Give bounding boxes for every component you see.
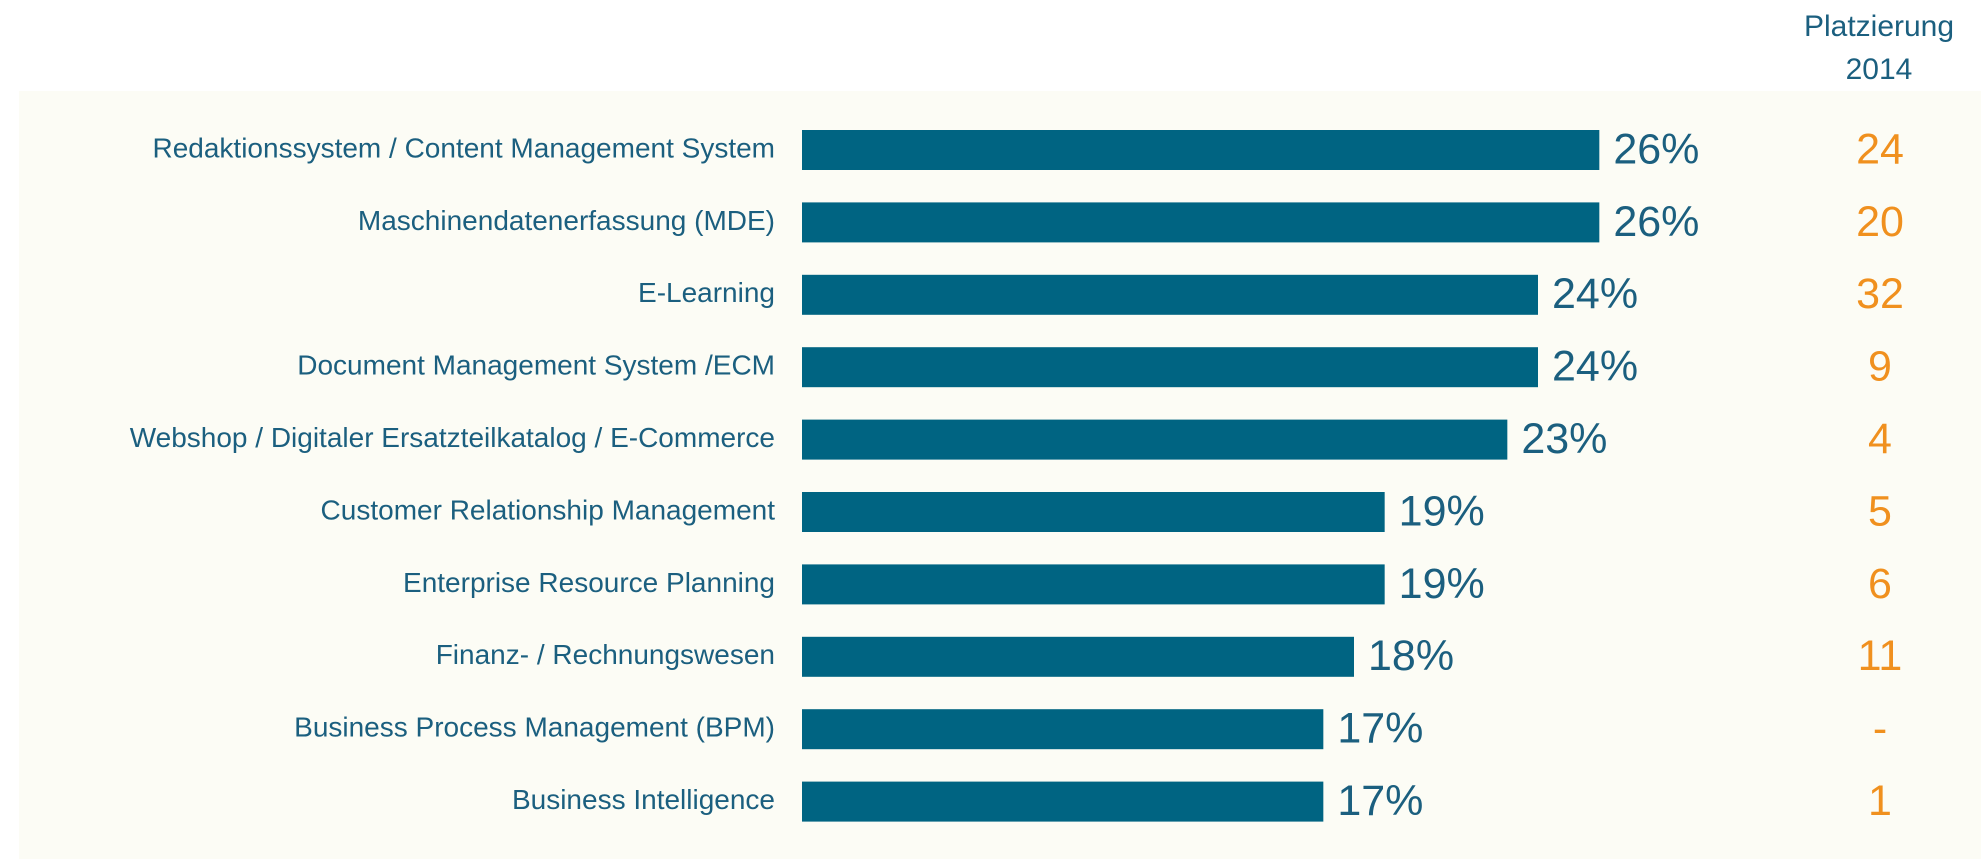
- value-label: 17%: [1337, 777, 1423, 825]
- category-label: Enterprise Resource Planning: [403, 567, 775, 598]
- value-label: 26%: [1613, 125, 1699, 173]
- category-label: E-Learning: [638, 277, 775, 308]
- bar: [802, 130, 1600, 170]
- value-label: 19%: [1399, 560, 1485, 608]
- value-label: 17%: [1337, 705, 1423, 753]
- category-label: Business Process Management (BPM): [294, 712, 775, 743]
- category-label: Redaktionssystem / Content Management Sy…: [152, 132, 775, 163]
- value-label: 26%: [1613, 198, 1699, 246]
- bar: [802, 419, 1508, 460]
- category-label: Webshop / Digitaler Ersatzteilkatalog / …: [130, 422, 775, 453]
- rank: 1: [1868, 777, 1892, 825]
- value-label: 19%: [1399, 487, 1485, 535]
- bar: [802, 564, 1385, 605]
- rank: 20: [1856, 198, 1904, 246]
- value-label: 24%: [1552, 270, 1638, 318]
- category-label: Business Intelligence: [512, 784, 775, 815]
- bar: [802, 274, 1538, 315]
- category-label: Maschinendatenerfassung (MDE): [358, 205, 775, 236]
- rank: 11: [1858, 632, 1903, 680]
- rank: 6: [1868, 560, 1892, 608]
- bar: [802, 347, 1538, 388]
- rank: 4: [1868, 415, 1892, 463]
- category-label: Customer Relationship Management: [321, 494, 776, 525]
- rank: 24: [1856, 125, 1904, 173]
- bar: [802, 781, 1324, 822]
- value-label: 23%: [1521, 415, 1607, 463]
- rank: -: [1873, 705, 1887, 753]
- bar: [802, 202, 1600, 243]
- bar: [802, 492, 1385, 532]
- category-label: Document Management System /ECM: [297, 350, 775, 381]
- rank-header: Platzierung: [1804, 10, 1954, 43]
- bar: [802, 709, 1324, 750]
- bar: [802, 636, 1354, 677]
- category-label: Finanz- / Rechnungswesen: [436, 639, 775, 670]
- rank: 9: [1868, 343, 1892, 391]
- value-label: 24%: [1552, 343, 1638, 391]
- rank: 5: [1868, 487, 1892, 535]
- rank: 32: [1856, 270, 1904, 318]
- rank-header: 2014: [1846, 53, 1913, 86]
- value-label: 18%: [1368, 632, 1454, 680]
